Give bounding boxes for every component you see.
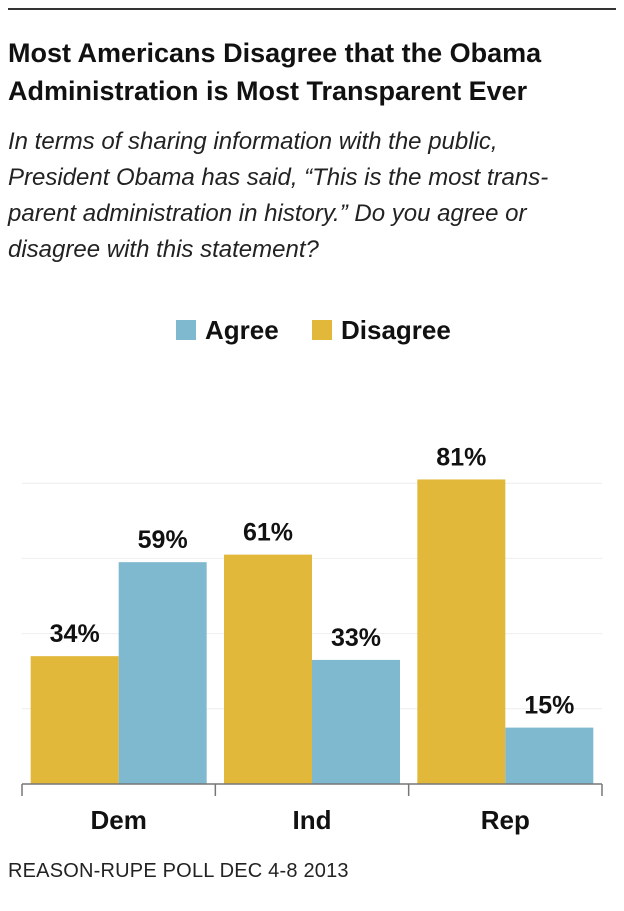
data-label-disagree-ind: 61%: [243, 519, 293, 547]
chart-subtitle: In terms of sharing information with the…: [8, 124, 616, 268]
subtitle-line-2: President Obama has said, “This is the m…: [8, 164, 549, 191]
bar-disagree-dem: [30, 656, 119, 784]
chart-legend: Agree Disagree: [0, 310, 624, 350]
x-tick-label-ind: Ind: [293, 805, 332, 835]
title-line-2: Administration is Most Transparent Ever: [8, 76, 528, 106]
legend-swatch-agree: [176, 320, 196, 340]
x-tick-label-rep: Rep: [481, 805, 530, 835]
legend-swatch-disagree: [312, 320, 332, 340]
title-line-1: Most Americans Disagree that the Obama: [8, 38, 542, 68]
bar-agree-rep: [505, 727, 594, 784]
bar-chart: 34% 59% Dem 61% 33% Ind 81% 15% Rep: [0, 360, 624, 850]
legend-item-agree: Agree: [176, 310, 279, 350]
bar-agree-dem: [118, 562, 207, 784]
legend-item-disagree: Disagree: [312, 310, 451, 350]
top-rule: [8, 8, 616, 10]
chart-title: Most Americans Disagree that the Obama A…: [8, 34, 616, 110]
legend-label-disagree: Disagree: [341, 315, 451, 345]
subtitle-line-1: In terms of sharing information with the…: [8, 128, 498, 155]
bar-chart-svg: 34% 59% Dem 61% 33% Ind 81% 15% Rep: [21, 443, 603, 835]
subtitle-line-3: parent administration in history.” Do yo…: [8, 200, 527, 227]
subtitle-line-4: disagree with this statement?: [8, 236, 319, 263]
legend-label-agree: Agree: [205, 315, 279, 345]
data-label-agree-rep: 15%: [524, 692, 574, 720]
x-tick-label-dem: Dem: [90, 805, 146, 835]
bar-disagree-rep: [417, 479, 506, 784]
data-label-disagree-dem: 34%: [50, 620, 100, 648]
data-label-agree-ind: 33%: [331, 624, 381, 652]
source-note: REASON-RUPE POLL DEC 4-8 2013: [8, 860, 349, 882]
bar-agree-ind: [312, 659, 400, 784]
bar-disagree-ind: [224, 554, 312, 784]
data-label-disagree-rep: 81%: [436, 443, 486, 471]
data-label-agree-dem: 59%: [138, 526, 188, 554]
